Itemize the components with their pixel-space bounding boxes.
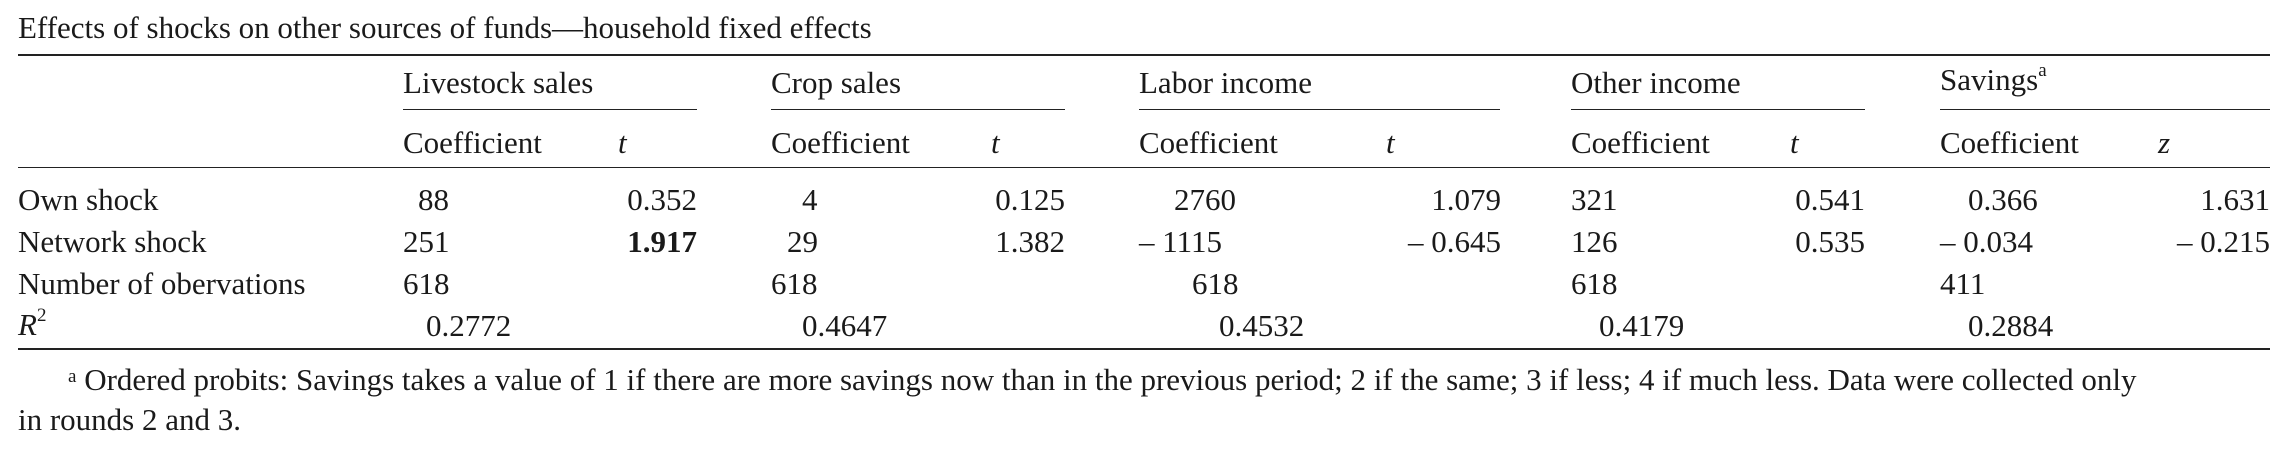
subheader-stat: t <box>1790 125 1799 160</box>
subheader-coefficient: Coefficient <box>1139 125 1278 160</box>
subheader-coefficient: Coefficient <box>1571 125 1710 160</box>
cell-r-squared: 0.4179 <box>1599 308 1685 343</box>
row-label-r-squared: R2 <box>18 305 47 342</box>
group-header-other-income: Other income <box>1571 65 1741 100</box>
row-label-network-shock: Network shock <box>18 224 207 259</box>
cell-coef: – 0.034 <box>1940 224 2033 259</box>
cell-stat: – 0.645 <box>1408 224 1501 259</box>
group-rule-other-income <box>1571 109 1865 110</box>
subheader-coefficient: Coefficient <box>403 125 542 160</box>
subheader-stat: t <box>991 125 1000 160</box>
group-header-livestock-sales: Livestock sales <box>403 65 594 100</box>
cell-observations: 618 <box>1571 266 1618 301</box>
group-header-labor-income: Labor income <box>1139 65 1313 100</box>
cell-coef: – 1115 <box>1139 224 1222 259</box>
group-rule-livestock-sales <box>403 109 697 110</box>
group-header-savings: Savingsa <box>1940 60 2047 97</box>
cell-coef: 251 <box>403 224 450 259</box>
cell-r-squared: 0.4532 <box>1219 308 1305 343</box>
cell-r-squared: 0.2884 <box>1968 308 2054 343</box>
subheader-stat: t <box>1386 125 1395 160</box>
subheader-coefficient: Coefficient <box>1940 125 2079 160</box>
subheader-coefficient: Coefficient <box>771 125 910 160</box>
cell-r-squared: 0.2772 <box>426 308 512 343</box>
cell-observations: 618 <box>771 266 818 301</box>
table-title: Effects of shocks on other sources of fu… <box>18 10 872 45</box>
cell-coef: 4 <box>802 182 818 217</box>
cell-stat-bold: 1.917 <box>627 224 697 259</box>
row-label-observations: Number of obervations <box>18 266 306 301</box>
cell-stat: – 0.215 <box>2177 224 2270 259</box>
cell-stat: 1.631 <box>2200 182 2270 217</box>
cell-stat: 0.535 <box>1795 224 1865 259</box>
group-rule-savings <box>1940 109 2270 110</box>
group-header-crop-sales: Crop sales <box>771 65 902 100</box>
cell-stat: 0.352 <box>627 182 697 217</box>
cell-stat: 0.541 <box>1795 182 1865 217</box>
cell-coef: 29 <box>787 224 818 259</box>
group-rule-labor-income <box>1139 109 1500 110</box>
cell-coef: 321 <box>1571 182 1618 217</box>
cell-coef: 126 <box>1571 224 1618 259</box>
group-rule-crop-sales <box>771 109 1065 110</box>
cell-observations: 411 <box>1940 266 1986 301</box>
subheader-stat: z <box>2158 125 2171 160</box>
row-label-own-shock: Own shock <box>18 182 159 217</box>
cell-stat: 0.125 <box>995 182 1065 217</box>
top-rule <box>18 54 2270 56</box>
cell-coef: 2760 <box>1174 182 1236 217</box>
subheader-stat: t <box>618 125 627 160</box>
cell-observations: 618 <box>1192 266 1239 301</box>
bottom-rule <box>18 348 2270 350</box>
header-bottom-rule <box>18 167 2270 168</box>
footnote-line-1: a Ordered probits: Savings takes a value… <box>68 362 2137 397</box>
cell-stat: 1.079 <box>1431 182 1501 217</box>
cell-observations: 618 <box>403 266 450 301</box>
cell-coef: 0.366 <box>1968 182 2038 217</box>
cell-coef: 88 <box>418 182 449 217</box>
footnote-line-2: in rounds 2 and 3. <box>18 402 242 437</box>
cell-stat: 1.382 <box>995 224 1065 259</box>
cell-r-squared: 0.4647 <box>802 308 888 343</box>
